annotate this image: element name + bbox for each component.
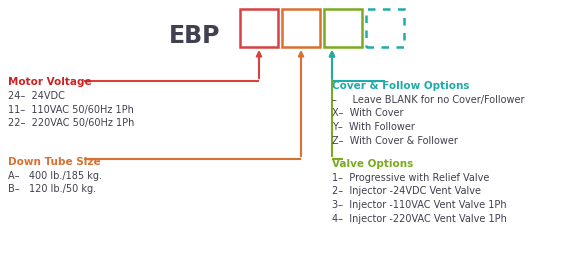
Text: X–  With Cover: X– With Cover [332,109,404,119]
Text: Z–  With Cover & Follower: Z– With Cover & Follower [332,135,458,146]
Text: 2–  Injector -24VDC Vent Valve: 2– Injector -24VDC Vent Valve [332,186,481,197]
Text: 4–  Injector -220VAC Vent Valve 1Ph: 4– Injector -220VAC Vent Valve 1Ph [332,213,507,224]
Text: 22–  220VAC 50/60Hz 1Ph: 22– 220VAC 50/60Hz 1Ph [8,118,135,128]
Text: 24–  24VDC: 24– 24VDC [8,91,65,101]
Text: A–   400 lb./185 kg.: A– 400 lb./185 kg. [8,171,102,181]
Text: Valve Options: Valve Options [332,159,413,169]
Text: B–   120 lb./50 kg.: B– 120 lb./50 kg. [8,184,96,195]
Bar [366,9,404,47]
Text: Down Tube Size: Down Tube Size [8,157,101,167]
Text: 1–  Progressive with Relief Valve: 1– Progressive with Relief Valve [332,173,489,183]
Text: Y–  With Follower: Y– With Follower [332,122,415,132]
Text: 3–  Injector -110VAC Vent Valve 1Ph: 3– Injector -110VAC Vent Valve 1Ph [332,200,507,210]
Text: –     Leave BLANK for no Cover/Follower: – Leave BLANK for no Cover/Follower [332,95,524,105]
Text: Cover & Follow Options: Cover & Follow Options [332,81,470,91]
Text: EBP: EBP [169,24,221,48]
Text: 11–  110VAC 50/60Hz 1Ph: 11– 110VAC 50/60Hz 1Ph [8,104,134,114]
Text: Motor Voltage: Motor Voltage [8,77,91,87]
Bar [282,9,320,47]
Bar [240,9,278,47]
Bar [324,9,362,47]
